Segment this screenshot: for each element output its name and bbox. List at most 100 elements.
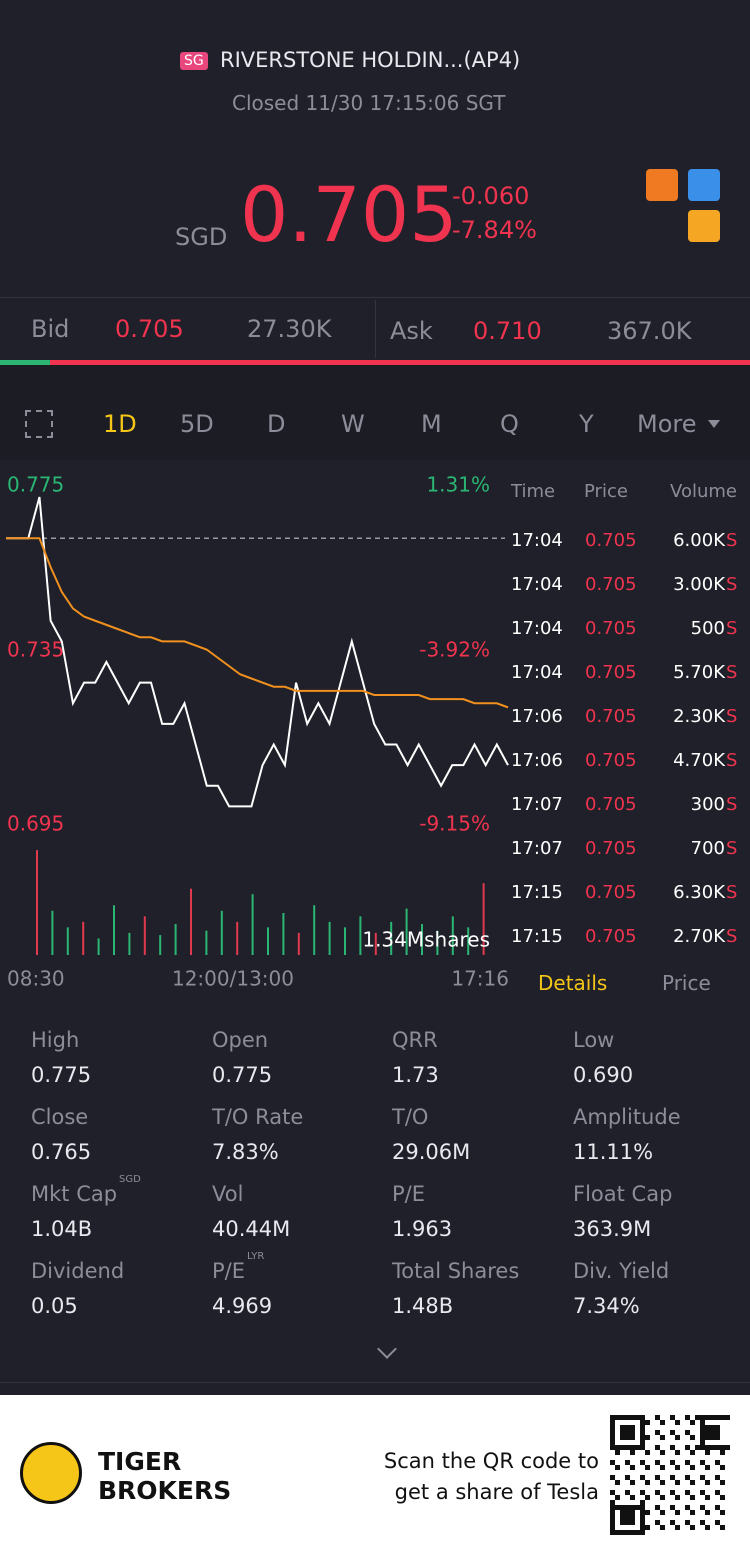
qr-cell — [675, 1525, 680, 1530]
tab[interactable]: W — [341, 410, 365, 438]
stat-value: 7.34% — [573, 1294, 640, 1318]
qr-cell — [715, 1475, 720, 1480]
qr-cell — [635, 1505, 640, 1510]
logo — [20, 1442, 82, 1504]
stat-label: Amplitude — [573, 1105, 681, 1129]
qr-cell — [670, 1490, 675, 1495]
qr-cell — [620, 1415, 625, 1420]
volume-bar — [143, 916, 146, 955]
stat-value: 4.969 — [212, 1294, 273, 1318]
qr-cell — [620, 1510, 625, 1515]
qr-cell — [655, 1490, 660, 1495]
qr-cell — [720, 1445, 725, 1450]
volume-bar — [328, 921, 331, 955]
qr-cell — [690, 1465, 695, 1470]
qr-cell — [705, 1415, 710, 1420]
qr-cell — [705, 1445, 710, 1450]
stat-label: Vol — [212, 1182, 244, 1206]
bid-price: 0.705 — [115, 315, 184, 343]
panel-tab[interactable]: Details — [538, 971, 608, 995]
qr-cell — [645, 1420, 650, 1425]
y-tick-label: 0.735 — [7, 638, 64, 662]
qr-cell — [660, 1525, 665, 1530]
trade-price: 0.705 — [585, 838, 637, 859]
qr-cell — [625, 1415, 630, 1420]
trade-price: 0.705 — [585, 882, 637, 903]
icon[interactable] — [688, 169, 720, 201]
trade-price: 0.705 — [585, 618, 637, 639]
qr-cell — [660, 1465, 665, 1470]
qr-cell — [640, 1435, 645, 1440]
tab[interactable]: 1D — [103, 410, 137, 438]
trade-header: Price — [584, 481, 628, 502]
expand-arrow[interactable] — [377, 1339, 397, 1359]
volume-bar — [421, 924, 423, 955]
qr-cell — [720, 1495, 725, 1500]
price: 0.705 — [240, 170, 458, 259]
panel-tab[interactable]: Price — [662, 971, 711, 995]
qr-cell — [670, 1475, 675, 1480]
volume-bar — [190, 888, 192, 955]
qr-cell — [675, 1420, 680, 1425]
qr-cell — [630, 1445, 635, 1450]
trade-side: S — [726, 882, 738, 903]
tab[interactable]: 5D — [180, 410, 214, 438]
qr-cell — [705, 1510, 710, 1515]
qr-cell — [660, 1435, 665, 1440]
stat-value: 1.04B — [31, 1217, 93, 1241]
stat-label: P/E — [212, 1259, 246, 1283]
stat-value: 0.690 — [573, 1063, 634, 1087]
qr-cell — [635, 1445, 640, 1450]
qr-cell — [610, 1490, 615, 1495]
volume-bar — [451, 916, 454, 955]
qr-cell — [700, 1415, 705, 1420]
qr-cell — [720, 1480, 725, 1485]
qr-cell — [690, 1420, 695, 1425]
qr-cell — [615, 1495, 620, 1500]
bid-size: 27.30K — [247, 315, 332, 343]
qr-cell — [710, 1415, 715, 1420]
qr-cell — [685, 1430, 690, 1435]
trade-volume: 700 — [690, 838, 725, 859]
qr-cell — [695, 1445, 700, 1450]
qr-cell — [610, 1425, 615, 1430]
qr-cell — [640, 1505, 645, 1510]
tab[interactable]: More — [637, 410, 697, 438]
trade-time: 17:07 — [511, 794, 563, 815]
volume-bar — [405, 908, 408, 955]
qr-cell — [630, 1515, 635, 1520]
qr-cell — [700, 1425, 705, 1430]
volume-bar — [344, 927, 346, 955]
brand: BROKERS — [98, 1476, 232, 1505]
icon[interactable] — [688, 210, 720, 242]
qr-cell — [615, 1465, 620, 1470]
bid-bar — [0, 360, 50, 365]
qr-cell — [685, 1505, 690, 1510]
stat-value: 1.73 — [392, 1063, 439, 1087]
icon[interactable] — [646, 169, 678, 201]
tab[interactable]: Q — [500, 410, 519, 438]
volume-bar — [267, 927, 269, 955]
qr-cell — [705, 1435, 710, 1440]
volume-bar — [374, 932, 377, 955]
qr-cell — [635, 1415, 640, 1420]
tab[interactable]: D — [267, 410, 286, 438]
qr-cell — [700, 1490, 705, 1495]
qr-cell — [630, 1430, 635, 1435]
qr-cell — [640, 1430, 645, 1435]
tab[interactable]: Y — [579, 410, 594, 438]
tab[interactable]: M — [421, 410, 442, 438]
volume-bar — [174, 924, 177, 955]
divider — [0, 297, 750, 298]
stat-label: QRR — [392, 1028, 438, 1052]
bid-label: Bid — [31, 315, 70, 343]
trade-header: Volume — [670, 481, 737, 502]
trade-time: 17:04 — [511, 662, 563, 683]
y-pct-label: 1.31% — [426, 473, 490, 497]
grid-icon[interactable] — [25, 410, 53, 438]
stat-value: 0.05 — [31, 1294, 78, 1318]
qr-cell — [715, 1425, 720, 1430]
qr-cell — [610, 1530, 615, 1535]
change-pct: -7.84% — [452, 216, 537, 244]
qr-cell — [630, 1510, 635, 1515]
